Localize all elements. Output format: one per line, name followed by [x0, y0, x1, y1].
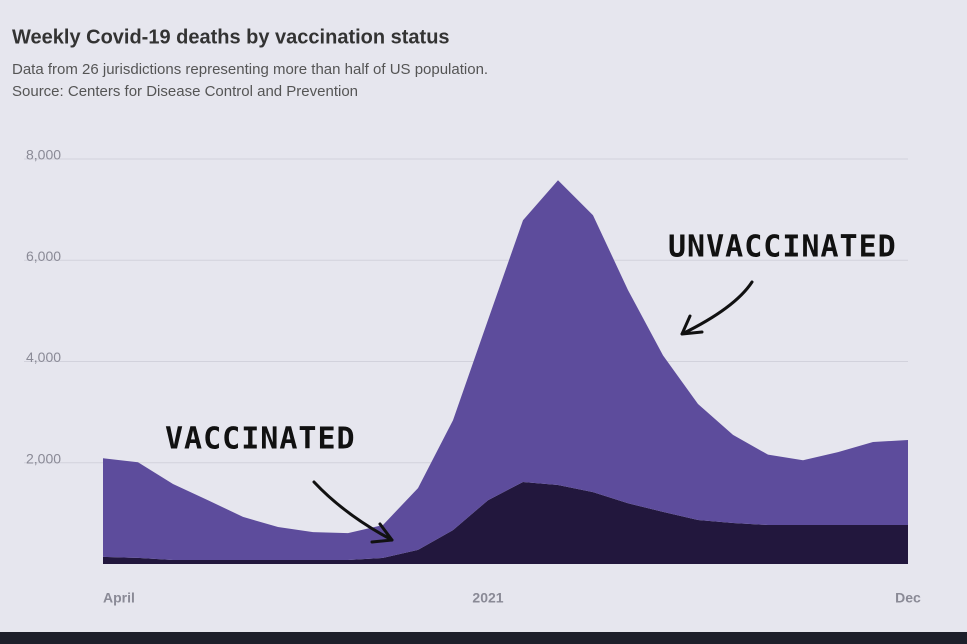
y-tick-label: 8,000	[26, 147, 61, 163]
annotation: UNVACCINATED	[668, 230, 897, 265]
x-tick-label: Dec	[895, 590, 921, 606]
chart-source: Source: Centers for Disease Control and …	[12, 83, 358, 100]
annotation: VACCINATED	[165, 422, 356, 457]
y-tick-label: 6,000	[26, 248, 61, 264]
annotation-arrow	[312, 480, 394, 544]
area	[103, 180, 908, 560]
chart-title: Weekly Covid-19 deaths by vaccination st…	[12, 26, 450, 48]
y-tick-label: 2,000	[26, 450, 61, 466]
area	[103, 481, 908, 564]
screen-edge	[0, 632, 967, 644]
annotation-arrow	[680, 280, 754, 336]
x-tick-label: 2021	[472, 590, 503, 606]
y-tick-label: 4,000	[26, 349, 61, 365]
plot-area: 2,000 4,000 6,000 8,000 April 2021 Dec	[24, 147, 921, 606]
chart-subtitle: Data from 26 jurisdictions representing …	[12, 61, 488, 78]
x-tick-label: April	[103, 590, 135, 606]
